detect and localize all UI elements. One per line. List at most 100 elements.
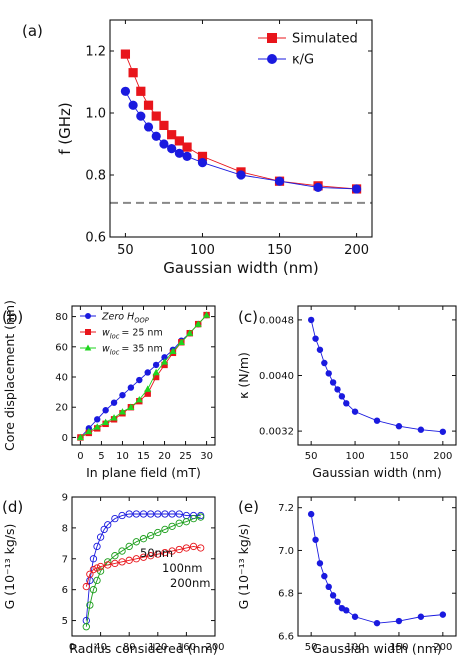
data-point (313, 182, 323, 192)
data-point (168, 547, 176, 555)
data-point (93, 576, 101, 585)
data-point (439, 611, 447, 618)
data-point (417, 426, 425, 433)
data-point (175, 545, 183, 554)
y-axis-label: G (10⁻¹³ kg/s) (2, 524, 17, 610)
data-point (351, 184, 362, 194)
data-point (132, 538, 141, 546)
data-point (128, 68, 138, 78)
y-tick-label: 7.2 (278, 503, 294, 514)
data-point (151, 131, 161, 141)
data-point (168, 510, 176, 518)
data-point (76, 433, 84, 441)
legend-a: Simulated κ/G (258, 32, 358, 68)
data-point (189, 542, 198, 551)
data-point (236, 170, 246, 180)
plot-frame (71, 496, 216, 637)
annotation-label: 50nm (140, 546, 173, 560)
data-point (93, 564, 101, 572)
data-point (321, 572, 328, 580)
data-point (89, 555, 98, 563)
data-point (139, 553, 148, 561)
x-axis-label: In plane field (mT) (86, 465, 201, 480)
y-tick-label: 6.6 (278, 632, 294, 643)
x-tick-label: 160 (177, 642, 196, 653)
x-axis-label: Gaussian width (nm) (312, 465, 442, 480)
data-point (154, 528, 162, 537)
chart-panel-a: (a) 50 100 150 200 0.6 0.8 1.0 1.2 Gaussian width… (22, 19, 373, 277)
data-point (125, 510, 133, 518)
data-point (125, 542, 133, 551)
x-tick-label: 25 (179, 451, 192, 462)
legend-label: κ/G (292, 53, 314, 68)
data-point (104, 561, 112, 569)
legend-marker (84, 344, 92, 351)
plot-frame (297, 305, 457, 446)
x-tick-label: 30 (200, 451, 213, 462)
series-line (80, 314, 207, 438)
plot-frame (297, 496, 457, 637)
data-point (159, 139, 169, 149)
data-point (94, 416, 101, 423)
data-point (110, 399, 118, 406)
x-axis-label: Radius considered (nm) (69, 641, 217, 656)
panel-label: (e) (238, 498, 259, 516)
data-point (167, 130, 177, 140)
data-point (177, 338, 185, 345)
data-point (82, 623, 90, 631)
data-point (118, 547, 126, 555)
x-axis-label: Gaussian width (nm) (163, 259, 319, 277)
data-point (152, 373, 160, 381)
data-point (125, 556, 133, 564)
legend-label: wloc = 35 nm (102, 343, 163, 356)
data-point (167, 144, 177, 154)
x-tick-label: 200 (433, 642, 452, 653)
data-point (395, 617, 403, 625)
data-point (86, 570, 94, 578)
chart-panel-d: (d) 0 40 80 120 160 200 5 6 7 8 9 Radius considered … (2, 493, 225, 657)
y-tick-label: 9 (62, 493, 68, 504)
y-tick-label: 0.6 (85, 231, 106, 246)
legend-marker (85, 313, 91, 319)
data-point (151, 111, 161, 121)
data-point (312, 335, 319, 342)
y-tick-label: 5 (62, 616, 68, 627)
y-tick-label: 1.2 (85, 45, 106, 60)
data-point (136, 111, 146, 121)
data-point (120, 49, 131, 59)
annotation-label: 100nm (162, 561, 202, 575)
x-axis-label: Gaussian width (nm) (312, 641, 442, 656)
data-point (120, 86, 131, 96)
data-point (161, 354, 168, 361)
data-point (307, 510, 315, 518)
series-line (85, 516, 201, 627)
x-tick-label: 200 (344, 243, 369, 258)
data-point (102, 418, 110, 426)
x-tick-label: 40 (94, 642, 107, 653)
data-point (161, 361, 168, 369)
data-point (102, 407, 109, 414)
data-point (321, 359, 328, 367)
chart-panel-c: (c) 50 100 150 200 0.0032 0.0040 0.0048 Gaussian… (236, 305, 457, 480)
x-tick-label: 0 (77, 451, 83, 462)
data-point (82, 582, 90, 591)
data-point (93, 542, 101, 551)
annotation-label: 200nm (170, 576, 210, 590)
data-point (118, 408, 126, 415)
y-tick-label: 8 (62, 523, 68, 534)
x-tick-label: 100 (346, 642, 365, 653)
data-point (373, 619, 381, 627)
data-point (161, 510, 169, 518)
data-point (186, 329, 194, 336)
data-point (143, 122, 154, 132)
data-point (343, 607, 350, 614)
data-point (110, 414, 118, 421)
data-point (136, 86, 146, 96)
data-point (93, 423, 101, 430)
data-point (111, 559, 119, 568)
data-point (417, 613, 425, 620)
data-point (329, 592, 337, 599)
x-tick-label: 50 (305, 642, 318, 653)
data-point (96, 562, 105, 571)
